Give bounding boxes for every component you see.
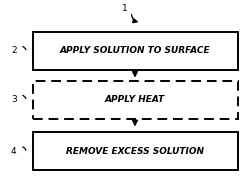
Text: 3: 3 xyxy=(11,95,16,104)
Bar xyxy=(32,81,238,119)
Text: 4: 4 xyxy=(11,147,16,156)
Bar xyxy=(32,132,238,170)
Text: 1: 1 xyxy=(122,4,128,13)
Text: REMOVE EXCESS SOLUTION: REMOVE EXCESS SOLUTION xyxy=(66,147,204,156)
Bar xyxy=(32,32,238,70)
Text: 2: 2 xyxy=(11,46,16,55)
Text: APPLY SOLUTION TO SURFACE: APPLY SOLUTION TO SURFACE xyxy=(60,46,210,55)
Text: APPLY HEAT: APPLY HEAT xyxy=(105,95,165,104)
